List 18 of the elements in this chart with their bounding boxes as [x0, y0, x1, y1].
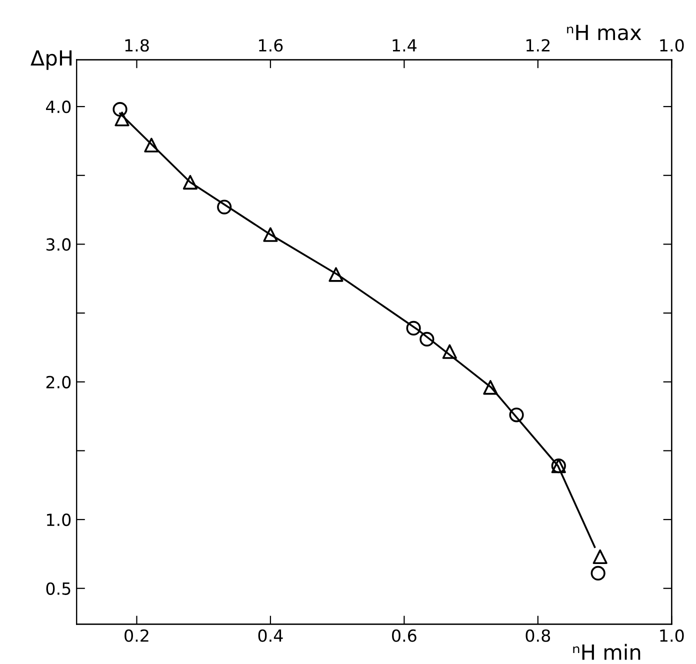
- x2-tick-label: 1.0: [660, 39, 684, 52]
- y-tick-label: 2.0: [46, 376, 71, 388]
- y-tick-label: 3.0: [46, 238, 71, 251]
- x-axis-title: ⁿH min: [573, 644, 640, 660]
- x-tick-label: 0.8: [526, 629, 550, 642]
- x-tick-label: 0.2: [124, 629, 148, 642]
- x-tick-label: 1.0: [660, 629, 684, 642]
- y-tick-label: 1.0: [47, 514, 71, 526]
- x-tick-label: 0.4: [258, 629, 283, 642]
- x2-axis-title: ⁿH max: [567, 24, 642, 40]
- y-tick-label: 0.5: [46, 582, 70, 595]
- x2-tick-label: 1.6: [259, 39, 283, 52]
- y-axis-title: ΔpH: [30, 50, 72, 70]
- y-tick-label: 4.0: [46, 100, 71, 114]
- x2-tick-label: 1.2: [526, 39, 550, 52]
- x2-tick-label: 1.4: [392, 39, 417, 52]
- x-tick-label: 0.6: [392, 629, 416, 642]
- x2-tick-label: 1.8: [125, 39, 149, 52]
